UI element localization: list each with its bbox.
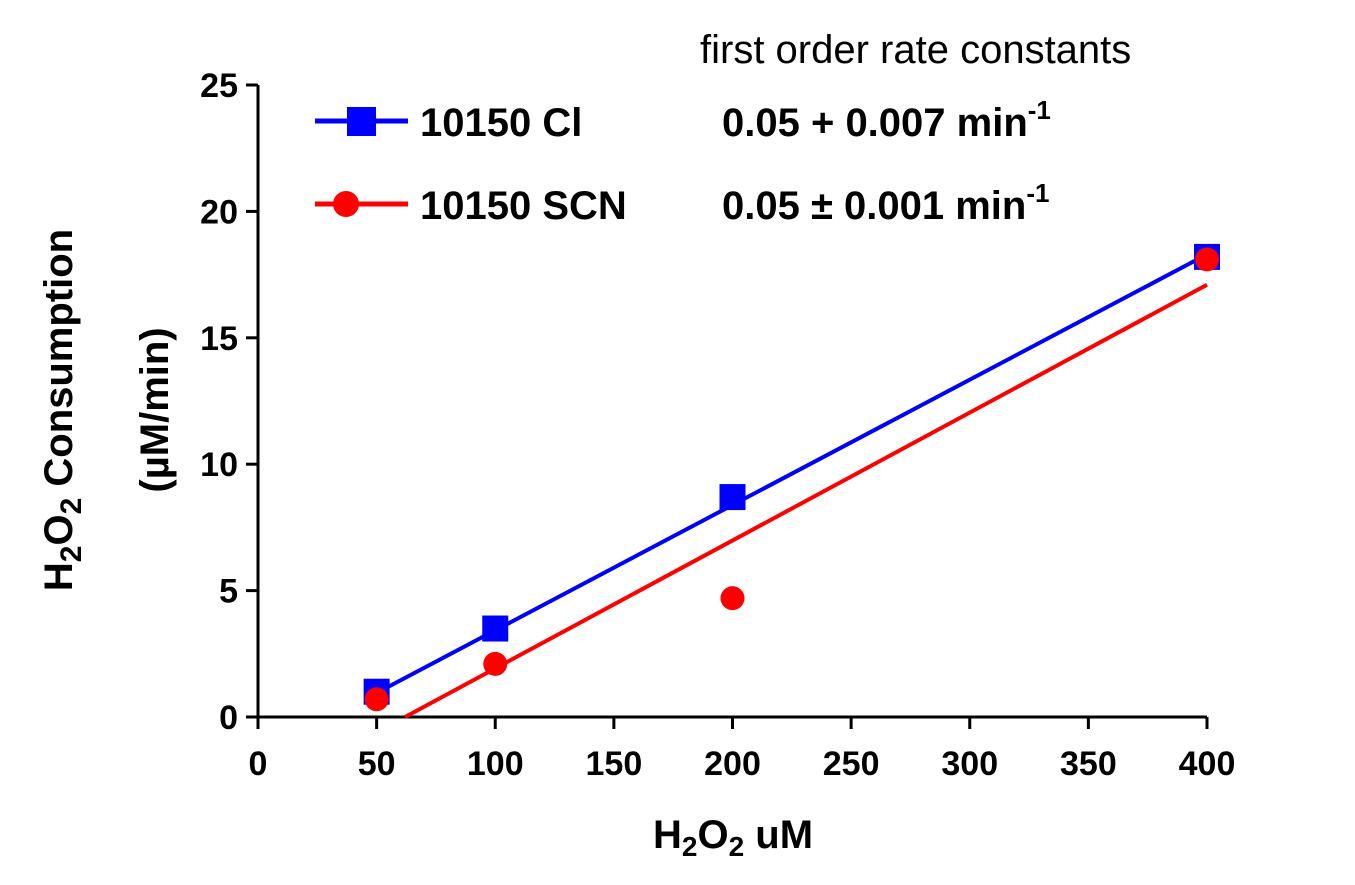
x-tick-label: 250 (823, 745, 880, 783)
legend-marker-cl (347, 107, 376, 136)
y-tick-label: 15 (200, 320, 238, 358)
x-tick-label: 200 (704, 745, 761, 783)
legend-rate-cl-text: 0.05 + 0.007 min (722, 101, 1028, 145)
legend: 10150 Cl 0.05 + 0.007 min-1 10150 SCN 0.… (315, 95, 1051, 228)
data-point-square (482, 615, 509, 642)
x-ticks: 0 50 100 150 200 250 300 350 400 (249, 717, 1236, 783)
y-tick-label: 10 (200, 446, 238, 484)
x-tick-label: 400 (1179, 745, 1236, 783)
y-axis-title-line1: H2O2 Consumption (37, 229, 88, 591)
data-point-circle (364, 687, 389, 712)
data-point-square (719, 484, 746, 511)
x-tick-label: 50 (358, 745, 396, 783)
fit-line-1 (404, 282, 1208, 719)
x-tick-label: 300 (941, 745, 998, 783)
x-tick-label: 150 (586, 745, 643, 783)
x-tick-label: 0 (249, 745, 268, 783)
legend-label-scn: 10150 SCN (420, 184, 627, 228)
axes (256, 85, 1207, 719)
legend-rate-scn: 0.05 ± 0.001 min-1 (722, 178, 1049, 228)
y-tick-label: 5 (219, 573, 238, 611)
data-point-circle (1195, 247, 1219, 272)
y-tick-label: 0 (219, 699, 238, 737)
annotation-text: first order rate constants (700, 28, 1131, 72)
data-points (363, 243, 1220, 712)
legend-rate-cl-sup: -1 (1028, 95, 1051, 125)
y-tick-label: 25 (200, 67, 238, 105)
fit-line-0 (375, 252, 1208, 695)
x-axis-title: H2O2 uM (653, 813, 813, 862)
x-tick-label: 100 (467, 745, 524, 783)
legend-rate-scn-sup: -1 (1026, 178, 1049, 208)
legend-label-cl: 10150 Cl (420, 101, 582, 145)
y-tick-label: 20 (200, 193, 238, 231)
y-axis-title-line2: (µM/min) (133, 327, 177, 492)
data-point-circle (720, 586, 745, 611)
legend-marker-scn (333, 191, 359, 217)
y-ticks: 0 5 10 15 20 25 (200, 67, 258, 737)
legend-rate-cl: 0.05 + 0.007 min-1 (722, 95, 1051, 145)
x-tick-label: 350 (1060, 745, 1117, 783)
data-point-circle (483, 651, 508, 676)
fit-lines (375, 252, 1208, 719)
legend-rate-scn-text: 0.05 ± 0.001 min (722, 184, 1026, 228)
